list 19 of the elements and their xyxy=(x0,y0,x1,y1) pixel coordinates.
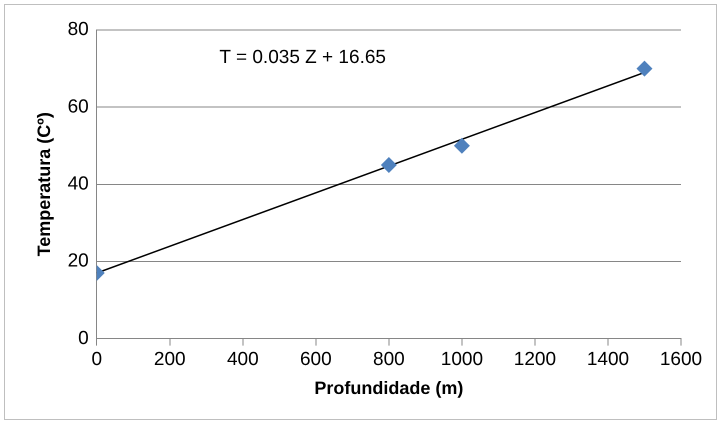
y-tick-label: 40 xyxy=(68,174,89,195)
point xyxy=(454,138,470,154)
y-tick-label: 20 xyxy=(68,250,89,272)
x-tick-label: 1600 xyxy=(660,349,702,370)
x-tick-label: 800 xyxy=(373,349,405,370)
x-tick-label: 1000 xyxy=(440,349,484,370)
x-tick-label: 0 xyxy=(91,349,102,370)
x-tick-label: 400 xyxy=(226,349,259,370)
x-tick-label: 1400 xyxy=(586,349,630,370)
y-tick-label: 0 xyxy=(78,328,89,349)
x-tick-label: 200 xyxy=(154,349,186,370)
y-axis-title: Temperatura (Cº) xyxy=(34,112,54,256)
y-tick-label: 60 xyxy=(68,96,89,118)
x-tick-label: 600 xyxy=(300,349,332,370)
x-tick-label: 1200 xyxy=(514,349,556,370)
annotation: T = 0.035 Z + 16.65 xyxy=(219,47,386,68)
x-axis-title: Profundidade (m) xyxy=(314,378,464,398)
y-tick-label: 80 xyxy=(68,19,89,40)
point xyxy=(380,157,397,174)
